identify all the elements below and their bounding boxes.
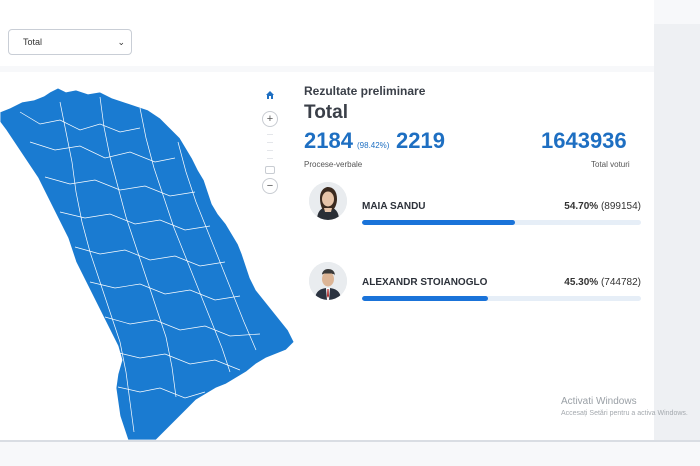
candidate-name: MAIA SANDU: [362, 201, 426, 212]
map-country-shape: [0, 87, 295, 440]
results-title: Total: [304, 102, 348, 123]
candidate-progress-fill: [362, 220, 515, 225]
home-icon: [266, 91, 274, 99]
candidate-photo: [309, 262, 347, 300]
results-heading: Rezultate preliminare: [304, 84, 426, 98]
avatar: [309, 262, 347, 300]
votes-label: Total voturi: [591, 160, 630, 169]
processed-percent: (98.42%): [357, 141, 390, 150]
zoom-tick: [267, 158, 273, 159]
avatar: [309, 182, 347, 220]
candidate-votes: (744782): [600, 277, 641, 288]
home-button[interactable]: [262, 87, 278, 103]
candidate-percent: 45.30%: [564, 277, 599, 288]
zoom-slider-handle[interactable]: [265, 166, 275, 174]
processed-count: 2184: [304, 128, 353, 153]
chevron-down-icon: ⌄: [117, 36, 125, 47]
total-protocols: 2219: [396, 128, 445, 153]
candidate-progress-fill: [362, 296, 489, 301]
zoom-in-button[interactable]: +: [262, 111, 278, 127]
total-votes: 1643936: [541, 128, 627, 153]
candidate-photo: [309, 182, 347, 220]
side-panel: [654, 24, 700, 442]
protocols-label: Procese-verbale: [304, 160, 363, 169]
candidate-percent: 54.70%: [564, 201, 599, 212]
divider: [0, 440, 700, 442]
windows-activation-subtitle: Accesați Setări pentru a activa Windows.: [561, 410, 688, 417]
candidate-progress-bar: [362, 296, 641, 301]
region-select-value: Total: [23, 37, 43, 47]
region-select[interactable]: Total ⌄: [8, 29, 132, 55]
zoom-tick: [267, 142, 273, 143]
windows-activation-title: Activati Windows: [561, 396, 637, 407]
moldova-map[interactable]: [0, 72, 300, 440]
candidate-votes: (899154): [600, 201, 641, 212]
candidate-result: 45.30% (744782): [564, 277, 641, 288]
candidate-result: 54.70% (899154): [564, 201, 641, 212]
map-district-borders: [19, 96, 261, 433]
zoom-slider[interactable]: [265, 130, 275, 176]
zoom-tick: [267, 150, 273, 151]
candidate-name: ALEXANDR STOIANOGLO: [362, 277, 488, 288]
candidate-progress-bar: [362, 220, 641, 225]
zoom-out-button[interactable]: −: [262, 178, 278, 194]
zoom-tick: [267, 134, 273, 135]
